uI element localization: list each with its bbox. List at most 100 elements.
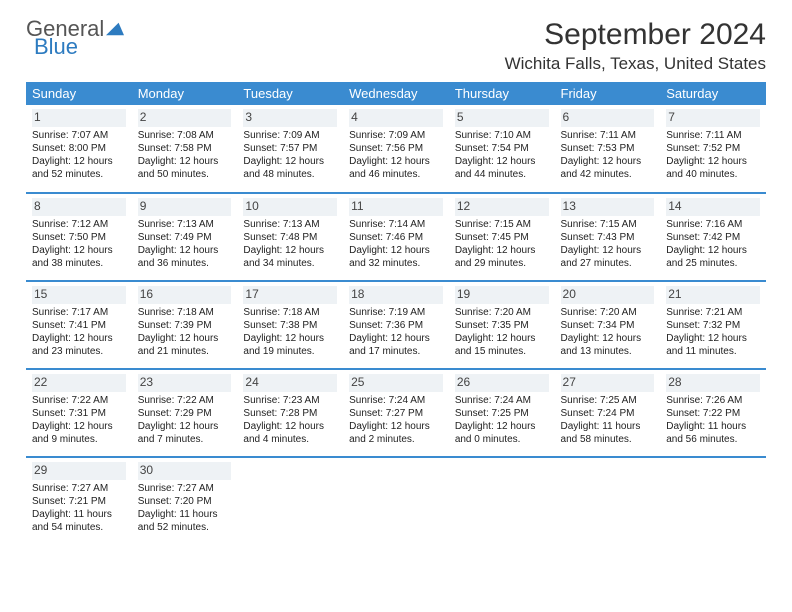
weekday-header: Friday bbox=[555, 82, 661, 105]
day-number: 11 bbox=[349, 198, 443, 216]
calendar-cell: 20 Sunrise: 7:20 AMSunset: 7:34 PMDayligh… bbox=[555, 281, 661, 369]
weekday-header: Wednesday bbox=[343, 82, 449, 105]
day-info: Sunrise: 7:21 AMSunset: 7:32 PMDaylight:… bbox=[666, 306, 760, 358]
month-title: September 2024 bbox=[505, 18, 766, 52]
day-info: Sunrise: 7:18 AMSunset: 7:39 PMDaylight:… bbox=[138, 306, 232, 358]
calendar-cell: 16 Sunrise: 7:18 AMSunset: 7:39 PMDayligh… bbox=[132, 281, 238, 369]
day-info: Sunrise: 7:11 AMSunset: 7:53 PMDaylight:… bbox=[561, 129, 655, 181]
day-number: 2 bbox=[138, 109, 232, 127]
day-info: Sunrise: 7:24 AMSunset: 7:27 PMDaylight:… bbox=[349, 394, 443, 446]
day-number: 25 bbox=[349, 374, 443, 392]
day-info: Sunrise: 7:08 AMSunset: 7:58 PMDaylight:… bbox=[138, 129, 232, 181]
day-number: 18 bbox=[349, 286, 443, 304]
day-info: Sunrise: 7:16 AMSunset: 7:42 PMDaylight:… bbox=[666, 218, 760, 270]
day-info: Sunrise: 7:22 AMSunset: 7:31 PMDaylight:… bbox=[32, 394, 126, 446]
day-info: Sunrise: 7:22 AMSunset: 7:29 PMDaylight:… bbox=[138, 394, 232, 446]
calendar-cell: 1Sunrise: 7:07 AMSunset: 8:00 PMDaylight… bbox=[26, 105, 132, 193]
day-info: Sunrise: 7:11 AMSunset: 7:52 PMDaylight:… bbox=[666, 129, 760, 181]
calendar-cell: 5Sunrise: 7:10 AMSunset: 7:54 PMDaylight… bbox=[449, 105, 555, 193]
day-number: 17 bbox=[243, 286, 337, 304]
calendar-cell: 25 Sunrise: 7:24 AMSunset: 7:27 PMDayligh… bbox=[343, 369, 449, 457]
day-info: Sunrise: 7:20 AMSunset: 7:34 PMDaylight:… bbox=[561, 306, 655, 358]
day-number: 4 bbox=[349, 109, 443, 127]
calendar-row: 29 Sunrise: 7:27 AMSunset: 7:21 PMDayligh… bbox=[26, 457, 766, 545]
day-number: 15 bbox=[32, 286, 126, 304]
day-number: 14 bbox=[666, 198, 760, 216]
calendar-row: 8 Sunrise: 7:12 AMSunset: 7:50 PMDaylight… bbox=[26, 193, 766, 281]
calendar-cell: 18 Sunrise: 7:19 AMSunset: 7:36 PMDayligh… bbox=[343, 281, 449, 369]
calendar-cell: 28 Sunrise: 7:26 AMSunset: 7:22 PMDayligh… bbox=[660, 369, 766, 457]
weekday-header: Tuesday bbox=[237, 82, 343, 105]
day-number: 13 bbox=[561, 198, 655, 216]
calendar-cell: 6Sunrise: 7:11 AMSunset: 7:53 PMDaylight… bbox=[555, 105, 661, 193]
day-number: 28 bbox=[666, 374, 760, 392]
calendar-cell: 4 Sunrise: 7:09 AMSunset: 7:56 PMDaylight… bbox=[343, 105, 449, 193]
calendar-body: 1Sunrise: 7:07 AMSunset: 8:00 PMDaylight… bbox=[26, 105, 766, 545]
calendar-row: 15Sunrise: 7:17 AMSunset: 7:41 PMDayligh… bbox=[26, 281, 766, 369]
day-info: Sunrise: 7:09 AMSunset: 7:56 PMDaylight:… bbox=[349, 129, 443, 181]
weekday-header: Saturday bbox=[660, 82, 766, 105]
calendar-cell: 8 Sunrise: 7:12 AMSunset: 7:50 PMDaylight… bbox=[26, 193, 132, 281]
day-info: Sunrise: 7:20 AMSunset: 7:35 PMDaylight:… bbox=[455, 306, 549, 358]
logo-triangle-icon bbox=[106, 22, 124, 36]
day-info: Sunrise: 7:07 AMSunset: 8:00 PMDaylight:… bbox=[32, 129, 126, 181]
calendar-cell: 3 Sunrise: 7:09 AMSunset: 7:57 PMDaylight… bbox=[237, 105, 343, 193]
day-number: 10 bbox=[243, 198, 337, 216]
header: General Blue September 2024 Wichita Fall… bbox=[26, 18, 766, 74]
calendar-cell: 29 Sunrise: 7:27 AMSunset: 7:21 PMDayligh… bbox=[26, 457, 132, 545]
calendar-cell: 27 Sunrise: 7:25 AMSunset: 7:24 PMDayligh… bbox=[555, 369, 661, 457]
day-info: Sunrise: 7:14 AMSunset: 7:46 PMDaylight:… bbox=[349, 218, 443, 270]
day-number: 20 bbox=[561, 286, 655, 304]
day-info: Sunrise: 7:19 AMSunset: 7:36 PMDaylight:… bbox=[349, 306, 443, 358]
day-info: Sunrise: 7:25 AMSunset: 7:24 PMDaylight:… bbox=[561, 394, 655, 446]
day-number: 7 bbox=[666, 109, 760, 127]
day-number: 9 bbox=[138, 198, 232, 216]
day-info: Sunrise: 7:09 AMSunset: 7:57 PMDaylight:… bbox=[243, 129, 337, 181]
day-info: Sunrise: 7:27 AMSunset: 7:21 PMDaylight:… bbox=[32, 482, 126, 534]
day-number: 26 bbox=[455, 374, 549, 392]
calendar-cell: 11 Sunrise: 7:14 AMSunset: 7:46 PMDayligh… bbox=[343, 193, 449, 281]
day-info: Sunrise: 7:15 AMSunset: 7:43 PMDaylight:… bbox=[561, 218, 655, 270]
day-info: Sunrise: 7:12 AMSunset: 7:50 PMDaylight:… bbox=[32, 218, 126, 270]
calendar-cell: 7 Sunrise: 7:11 AMSunset: 7:52 PMDaylight… bbox=[660, 105, 766, 193]
calendar-cell: 12 Sunrise: 7:15 AMSunset: 7:45 PMDayligh… bbox=[449, 193, 555, 281]
calendar-table: Sunday Monday Tuesday Wednesday Thursday… bbox=[26, 82, 766, 545]
day-number: 3 bbox=[243, 109, 337, 127]
day-number: 22 bbox=[32, 374, 126, 392]
day-number: 19 bbox=[455, 286, 549, 304]
weekday-header-row: Sunday Monday Tuesday Wednesday Thursday… bbox=[26, 82, 766, 105]
day-info: Sunrise: 7:26 AMSunset: 7:22 PMDaylight:… bbox=[666, 394, 760, 446]
logo-text-blue: Blue bbox=[26, 36, 124, 58]
day-number: 29 bbox=[32, 462, 126, 480]
day-number: 12 bbox=[455, 198, 549, 216]
calendar-cell: 10 Sunrise: 7:13 AMSunset: 7:48 PMDayligh… bbox=[237, 193, 343, 281]
day-info: Sunrise: 7:24 AMSunset: 7:25 PMDaylight:… bbox=[455, 394, 549, 446]
day-number: 24 bbox=[243, 374, 337, 392]
calendar-cell: 23 Sunrise: 7:22 AMSunset: 7:29 PMDayligh… bbox=[132, 369, 238, 457]
calendar-cell: 9Sunrise: 7:13 AMSunset: 7:49 PMDaylight… bbox=[132, 193, 238, 281]
location: Wichita Falls, Texas, United States bbox=[505, 54, 766, 74]
calendar-cell: 26 Sunrise: 7:24 AMSunset: 7:25 PMDayligh… bbox=[449, 369, 555, 457]
calendar-cell: 14 Sunrise: 7:16 AMSunset: 7:42 PMDayligh… bbox=[660, 193, 766, 281]
calendar-cell: 24Sunrise: 7:23 AMSunset: 7:28 PMDayligh… bbox=[237, 369, 343, 457]
calendar-cell bbox=[343, 457, 449, 545]
day-number: 16 bbox=[138, 286, 232, 304]
day-number: 27 bbox=[561, 374, 655, 392]
day-number: 30 bbox=[138, 462, 232, 480]
day-info: Sunrise: 7:15 AMSunset: 7:45 PMDaylight:… bbox=[455, 218, 549, 270]
calendar-cell: 13 Sunrise: 7:15 AMSunset: 7:43 PMDayligh… bbox=[555, 193, 661, 281]
calendar-cell bbox=[449, 457, 555, 545]
day-number: 8 bbox=[32, 198, 126, 216]
day-info: Sunrise: 7:13 AMSunset: 7:48 PMDaylight:… bbox=[243, 218, 337, 270]
weekday-header: Monday bbox=[132, 82, 238, 105]
day-number: 23 bbox=[138, 374, 232, 392]
weekday-header: Thursday bbox=[449, 82, 555, 105]
calendar-cell bbox=[660, 457, 766, 545]
calendar-row: 1Sunrise: 7:07 AMSunset: 8:00 PMDaylight… bbox=[26, 105, 766, 193]
calendar-cell: 15Sunrise: 7:17 AMSunset: 7:41 PMDayligh… bbox=[26, 281, 132, 369]
calendar-cell bbox=[237, 457, 343, 545]
logo: General Blue bbox=[26, 18, 124, 58]
weekday-header: Sunday bbox=[26, 82, 132, 105]
calendar-cell bbox=[555, 457, 661, 545]
day-number: 5 bbox=[455, 109, 549, 127]
